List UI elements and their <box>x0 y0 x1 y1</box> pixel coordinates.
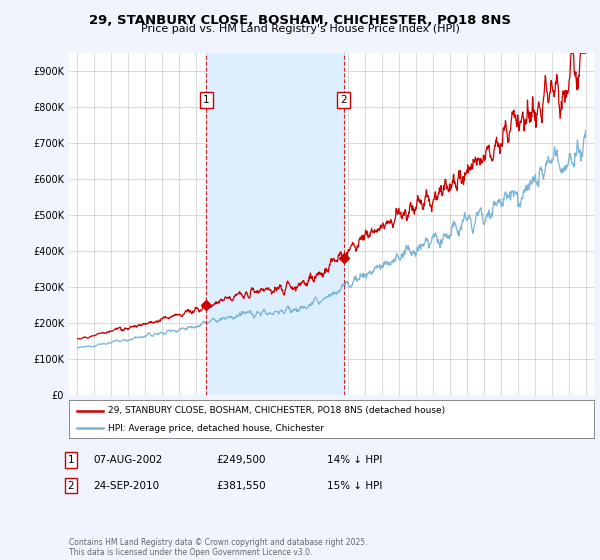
Text: 07-AUG-2002: 07-AUG-2002 <box>93 455 163 465</box>
Text: 1: 1 <box>203 95 209 105</box>
Text: Contains HM Land Registry data © Crown copyright and database right 2025.
This d: Contains HM Land Registry data © Crown c… <box>69 538 367 557</box>
Text: £381,550: £381,550 <box>216 480 266 491</box>
Text: 24-SEP-2010: 24-SEP-2010 <box>93 480 159 491</box>
Text: 2: 2 <box>341 95 347 105</box>
Text: 1: 1 <box>67 455 74 465</box>
Text: 2: 2 <box>67 480 74 491</box>
Text: 29, STANBURY CLOSE, BOSHAM, CHICHESTER, PO18 8NS: 29, STANBURY CLOSE, BOSHAM, CHICHESTER, … <box>89 14 511 27</box>
Text: Price paid vs. HM Land Registry's House Price Index (HPI): Price paid vs. HM Land Registry's House … <box>140 24 460 34</box>
Text: £249,500: £249,500 <box>216 455 265 465</box>
Text: 15% ↓ HPI: 15% ↓ HPI <box>327 480 382 491</box>
Text: 29, STANBURY CLOSE, BOSHAM, CHICHESTER, PO18 8NS (detached house): 29, STANBURY CLOSE, BOSHAM, CHICHESTER, … <box>109 406 445 415</box>
Text: HPI: Average price, detached house, Chichester: HPI: Average price, detached house, Chic… <box>109 424 325 433</box>
Bar <box>206 53 344 395</box>
Text: 14% ↓ HPI: 14% ↓ HPI <box>327 455 382 465</box>
